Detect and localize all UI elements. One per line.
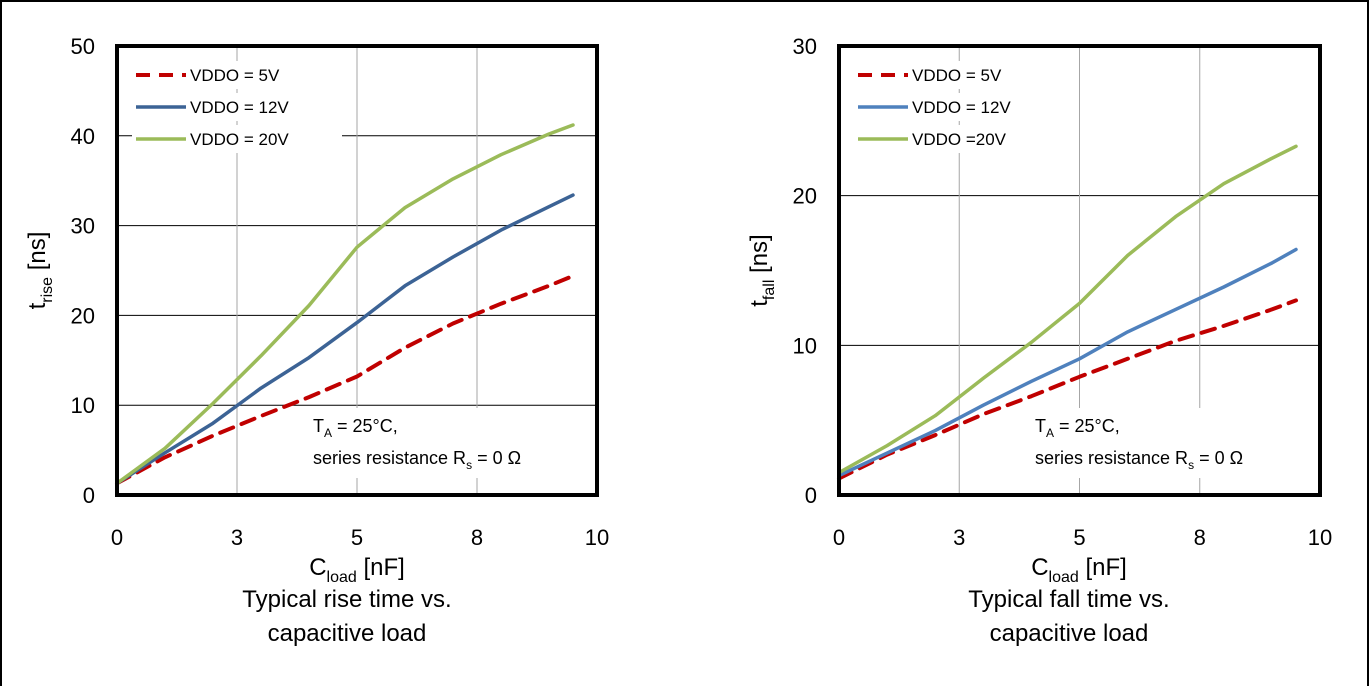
legend-label-2: VDDO = 12V — [912, 98, 1011, 117]
y-axis-label-sub: rise — [39, 277, 56, 303]
series-line-1 — [837, 298, 1298, 481]
series-line-2 — [837, 247, 1298, 478]
annotation-line-1: TA = 25°C, — [1035, 416, 1120, 440]
caption-line-1: Typical fall time vs. — [968, 586, 1169, 613]
series-line-2 — [115, 193, 575, 486]
y-axis-label: trise [ns] — [24, 232, 56, 310]
caption-line-2: capacitive load — [268, 620, 427, 647]
x-axis-label-main: C — [1031, 554, 1048, 581]
annotation-resistance: series resistance R — [313, 448, 466, 468]
y-tick-label: 20 — [71, 303, 95, 328]
x-axis-label: Cload [nF] — [309, 554, 405, 586]
y-axis-label-unit: [ns] — [746, 234, 773, 279]
x-tick-label: 10 — [585, 525, 609, 550]
annotation-r-sub: s — [1188, 458, 1194, 472]
y-axis-label-main: t — [746, 300, 773, 307]
legend-label-2: VDDO = 12V — [190, 98, 289, 117]
annotation-t-sub: A — [324, 426, 332, 440]
plot-border — [837, 44, 1322, 497]
y-tick-label: 10 — [71, 393, 95, 418]
y-tick-label: 0 — [805, 483, 817, 508]
x-axis-label: Cload [nF] — [1031, 554, 1127, 586]
legend-label-3: VDDO =20V — [912, 130, 1007, 149]
x-tick-label: 3 — [231, 525, 243, 550]
y-tick-label: 40 — [71, 124, 95, 149]
x-axis-label-unit: [nF] — [357, 554, 405, 581]
annotation-line-1: TA = 25°C, — [313, 416, 398, 440]
annotation-line-2: series resistance Rs = 0 Ω — [313, 448, 521, 472]
y-axis-label-sub: fall — [761, 280, 778, 300]
caption-line-1: Typical rise time vs. — [242, 586, 451, 613]
legend-label-1: VDDO = 5V — [912, 66, 1002, 85]
x-tick-label: 5 — [1073, 525, 1085, 550]
annotation-background — [1031, 408, 1321, 478]
annotation-t: T — [1035, 416, 1046, 436]
y-axis-label: tfall [ns] — [746, 234, 778, 306]
y-tick-label: 10 — [793, 333, 817, 358]
chart-0: TA = 25°C, series resistance Rs = 0 Ω VDDO… — [24, 34, 609, 647]
annotation-t: T — [313, 416, 324, 436]
x-axis-label-main: C — [309, 554, 326, 581]
x-axis-label-unit: [nF] — [1079, 554, 1127, 581]
series-line-3 — [837, 144, 1298, 475]
x-tick-label: 10 — [1308, 525, 1332, 550]
x-tick-label: 5 — [351, 525, 363, 550]
annotation-resistance: series resistance R — [1035, 448, 1188, 468]
x-tick-label: 8 — [471, 525, 483, 550]
annotation-r-sub: s — [466, 458, 472, 472]
x-axis-label-sub: load — [327, 569, 357, 586]
series-line-1 — [115, 273, 575, 486]
annotation-resistance-value: = 0 Ω — [472, 448, 521, 468]
y-axis-label-unit: [ns] — [24, 232, 51, 277]
y-axis-label-main: t — [24, 302, 51, 309]
annotation-temperature: = 25°C, — [1054, 416, 1120, 436]
annotation-t-sub: A — [1046, 426, 1054, 440]
x-tick-label: 0 — [111, 525, 123, 550]
y-tick-label: 20 — [793, 184, 817, 209]
annotation-line-2: series resistance Rs = 0 Ω — [1035, 448, 1243, 472]
annotation-temperature: = 25°C, — [332, 416, 398, 436]
series-line-3 — [115, 123, 575, 486]
y-tick-label: 50 — [71, 34, 95, 59]
chart-1: TA = 25°C, series resistance Rs = 0 Ω VDDO… — [746, 34, 1332, 647]
y-tick-label: 30 — [793, 34, 817, 59]
y-tick-label: 30 — [71, 214, 95, 239]
x-tick-label: 0 — [833, 525, 845, 550]
caption-line-2: capacitive load — [990, 620, 1149, 647]
plot-border — [115, 44, 599, 497]
annotation-resistance-value: = 0 Ω — [1194, 448, 1243, 468]
x-tick-label: 3 — [953, 525, 965, 550]
annotation-background — [309, 408, 599, 478]
y-tick-label: 0 — [83, 483, 95, 508]
x-tick-label: 8 — [1194, 525, 1206, 550]
x-axis-label-sub: load — [1049, 569, 1079, 586]
legend-label-3: VDDO = 20V — [190, 130, 289, 149]
legend-label-1: VDDO = 5V — [190, 66, 280, 85]
